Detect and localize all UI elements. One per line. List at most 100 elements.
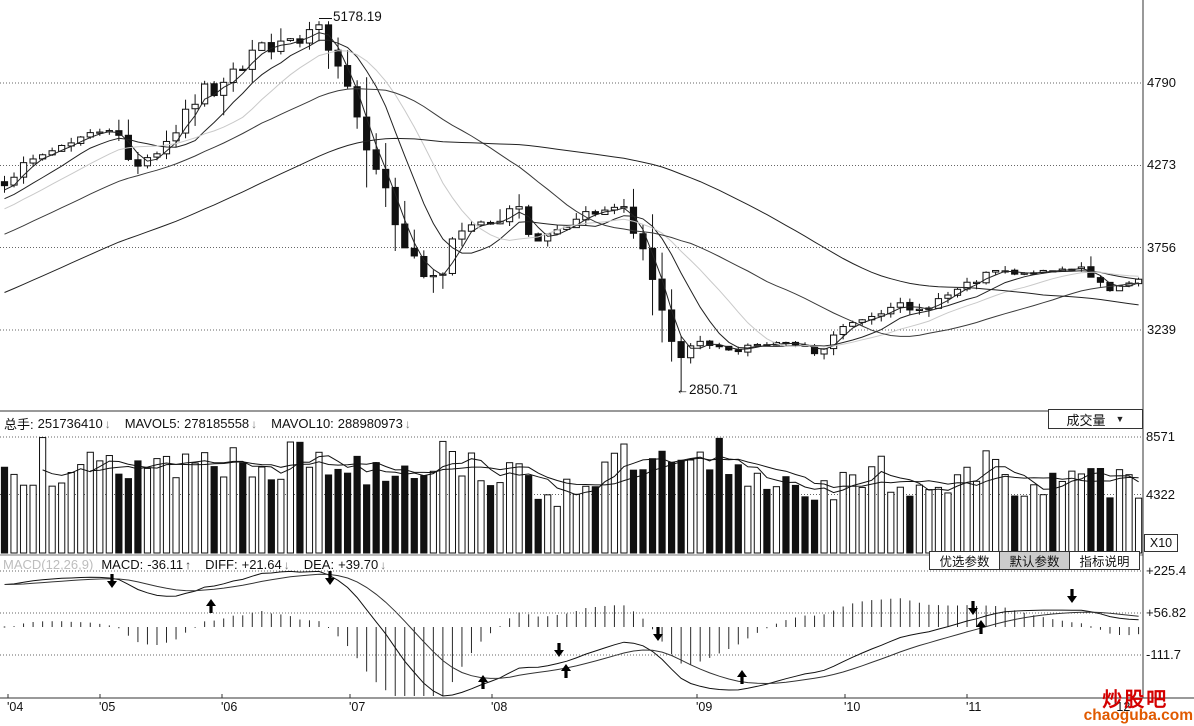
volume-bar xyxy=(944,492,952,554)
diff-line xyxy=(4,570,1139,697)
volume-bar xyxy=(172,477,180,554)
x-axis-year-label: '06 xyxy=(221,700,238,714)
down-signal-arrow-icon xyxy=(325,578,335,585)
volume-bar xyxy=(429,470,437,554)
candle xyxy=(181,108,190,134)
preferred-params-button[interactable]: 优选参数 xyxy=(929,551,1000,570)
volume-bar xyxy=(648,458,657,554)
volume-bar xyxy=(391,475,399,554)
down-arrow-icon: ↓ xyxy=(283,557,290,572)
volume-bar xyxy=(849,474,857,554)
candle xyxy=(515,206,523,210)
volume-bar xyxy=(782,476,790,554)
volume-bar xyxy=(839,471,847,554)
candle xyxy=(10,176,18,186)
volume-bar xyxy=(515,463,523,554)
volume-bar xyxy=(353,455,361,554)
dea-label: DEA: xyxy=(303,557,335,572)
volume-bar xyxy=(696,451,704,554)
volume-indicator-select-label: 成交量 xyxy=(1066,412,1106,428)
volume-indicator-select[interactable]: 成交量 ▼ xyxy=(1048,409,1143,429)
candle xyxy=(420,255,428,278)
candle xyxy=(915,308,923,311)
volume-bar xyxy=(715,437,723,554)
candle xyxy=(96,131,104,134)
volume-bar xyxy=(39,437,47,554)
volume-bar xyxy=(601,461,609,554)
candle xyxy=(648,247,657,280)
macd-value: -36.11 xyxy=(147,557,184,572)
volume-bar xyxy=(363,484,371,554)
volume-bar xyxy=(753,472,761,554)
mavol10-label: MAVOL10: xyxy=(271,416,334,431)
volume-bar xyxy=(668,461,676,554)
chevron-down-icon: ▼ xyxy=(1115,414,1125,424)
candle xyxy=(239,68,247,71)
candle xyxy=(992,269,1000,273)
candle xyxy=(210,83,218,97)
volume-bar xyxy=(1039,494,1047,554)
volume-bar xyxy=(744,485,752,554)
candle xyxy=(0,181,9,187)
volume-bar xyxy=(677,459,685,554)
volume-bar xyxy=(1068,470,1076,554)
volume-bar xyxy=(858,486,866,554)
volume-bar xyxy=(629,469,638,554)
candle xyxy=(429,275,437,278)
price-panel[interactable] xyxy=(0,21,1143,392)
volume-bar xyxy=(382,480,390,554)
candle xyxy=(201,83,209,105)
x-axis-year-label: '04 xyxy=(7,700,24,714)
candle xyxy=(363,116,371,151)
candle xyxy=(677,341,685,359)
ma-line xyxy=(4,88,1139,337)
candle xyxy=(668,309,676,342)
volume-bar xyxy=(334,468,342,554)
candle xyxy=(410,247,418,257)
volume-panel[interactable] xyxy=(0,437,1143,554)
candle xyxy=(944,294,952,299)
volume-bar xyxy=(191,462,199,554)
volume-bar xyxy=(220,476,228,554)
candle xyxy=(525,206,533,235)
macd-button-row: 优选参数 默认参数 指标说明 xyxy=(929,551,1140,570)
dea-value: +39.70 xyxy=(338,557,379,572)
price-axis-label: 4790 xyxy=(1147,75,1176,90)
candle xyxy=(734,349,742,353)
down-signal-arrow-icon xyxy=(968,608,978,615)
indicator-help-button[interactable]: 指标说明 xyxy=(1069,551,1140,570)
macd-panel[interactable] xyxy=(3,570,1140,697)
price-axis-label: 3756 xyxy=(1147,239,1176,255)
candle xyxy=(1096,277,1105,283)
macd-signal-arrows xyxy=(107,571,1077,689)
volume-bar xyxy=(96,460,104,554)
peak-annotation-value: 5178.19 xyxy=(333,9,382,24)
down-arrow-icon: ↓ xyxy=(251,416,258,431)
candle xyxy=(706,340,714,346)
candle xyxy=(248,49,256,70)
volume-bar xyxy=(877,455,885,554)
x-axis-year-label: '07 xyxy=(349,700,366,714)
candle xyxy=(153,153,161,158)
volume-bar xyxy=(458,475,466,554)
volume-bar xyxy=(1058,480,1066,554)
volume-bar xyxy=(620,443,628,554)
candle xyxy=(353,86,361,118)
volume-bar xyxy=(496,482,504,554)
candle xyxy=(458,230,466,240)
down-signal-arrow-icon xyxy=(653,634,663,641)
down-arrow-icon: ↓ xyxy=(380,557,387,572)
volume-bar xyxy=(1077,473,1085,554)
volume-bar xyxy=(19,484,28,554)
volume-bar xyxy=(992,458,1000,554)
mavol5-label: MAVOL5: xyxy=(124,416,181,431)
volume-bar xyxy=(563,478,571,554)
default-params-button[interactable]: 默认参数 xyxy=(999,551,1070,570)
down-arrow-icon: ↓ xyxy=(404,416,411,431)
up-signal-arrow-icon xyxy=(737,670,747,677)
candle xyxy=(687,345,695,359)
candle xyxy=(29,158,37,164)
candle xyxy=(143,157,152,167)
volume-bar xyxy=(896,486,904,554)
volume-bar xyxy=(525,475,533,554)
